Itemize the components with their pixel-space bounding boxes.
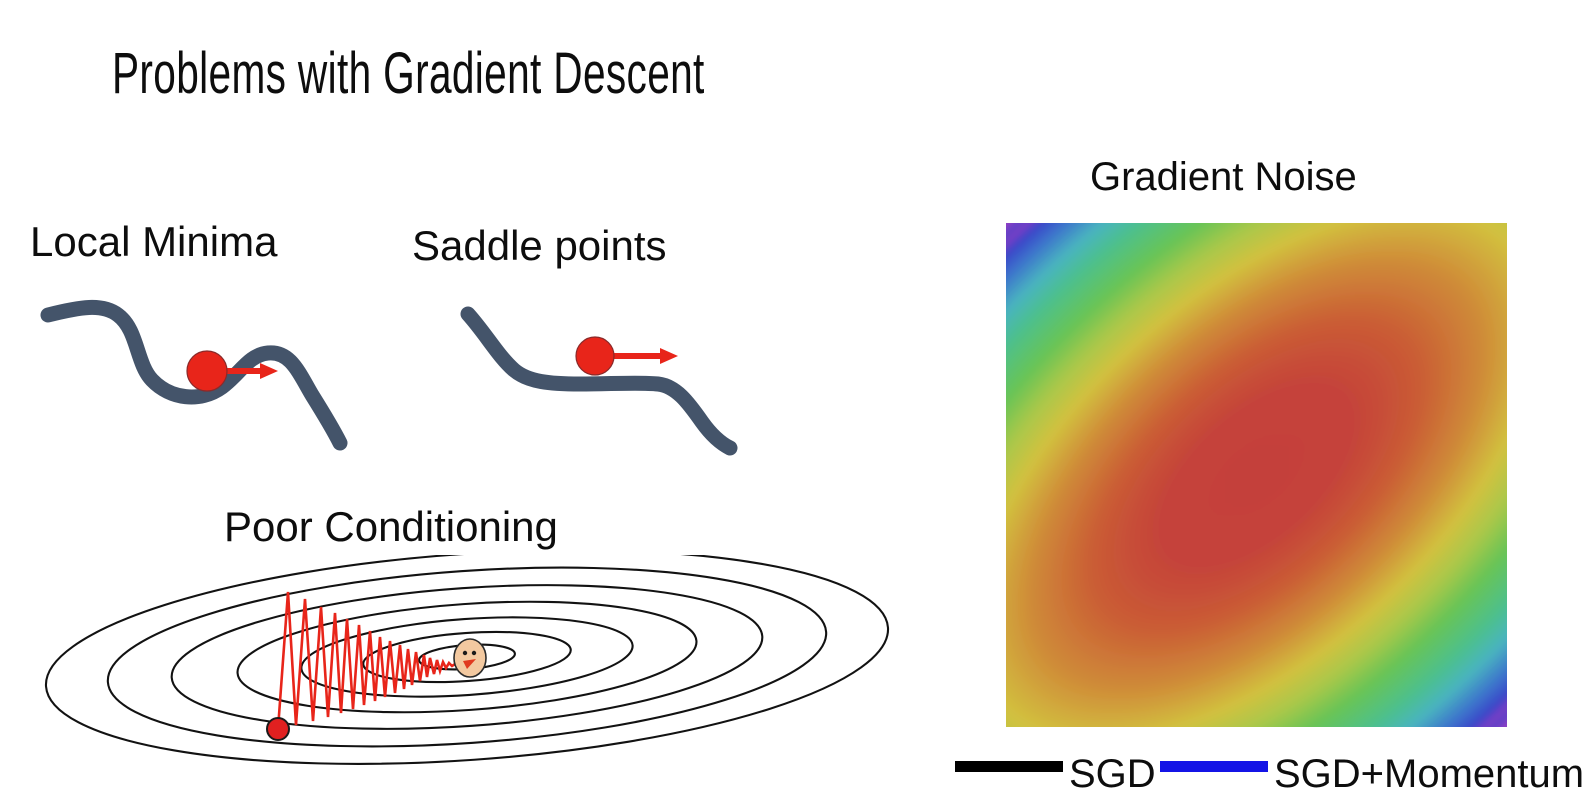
target-face-icon xyxy=(453,638,487,678)
legend-line-swatch-sgd-momentum xyxy=(1160,760,1268,772)
poor-conditioning-svg xyxy=(44,549,890,765)
saddle-points-heading: Saddle points xyxy=(412,222,667,269)
saddle-points-diagram xyxy=(440,290,760,460)
saddle-points-arrow-head xyxy=(660,348,678,364)
optimization-zigzag-path xyxy=(276,591,469,731)
legend-line-swatch-sgd xyxy=(955,760,1063,772)
chart-legend: SGD SGD+Momentum xyxy=(950,744,1586,810)
legend-label-sgd-momentum: SGD+Momentum xyxy=(1274,752,1585,796)
poor-conditioning-heading: Poor Conditioning xyxy=(224,503,558,550)
local-minima-ball xyxy=(186,350,228,392)
local-minima-curve xyxy=(40,299,348,451)
local-minima-arrow-head xyxy=(260,363,278,379)
local-minima-svg xyxy=(40,299,348,451)
legend-label-sgd: SGD xyxy=(1069,752,1156,796)
gradient-noise-svg xyxy=(1006,223,1507,727)
contour-ellipses xyxy=(44,549,890,765)
saddle-points-ball xyxy=(575,336,615,376)
local-minima-diagram xyxy=(40,275,370,465)
gradient-noise-heatmap xyxy=(1006,223,1507,727)
start-point-dot xyxy=(266,717,290,741)
legend-entry-sgd[interactable]: SGD xyxy=(955,746,1156,794)
gradient-noise-heading: Gradient Noise xyxy=(1090,155,1357,199)
saddle-points-svg xyxy=(460,306,738,456)
page-title: Problems with Gradient Descent xyxy=(112,41,705,106)
legend-entry-sgd-momentum[interactable]: SGD+Momentum xyxy=(1160,746,1584,794)
poor-conditioning-diagram xyxy=(30,549,910,800)
saddle-points-curve xyxy=(460,306,738,456)
local-minima-heading: Local Minima xyxy=(30,218,278,265)
